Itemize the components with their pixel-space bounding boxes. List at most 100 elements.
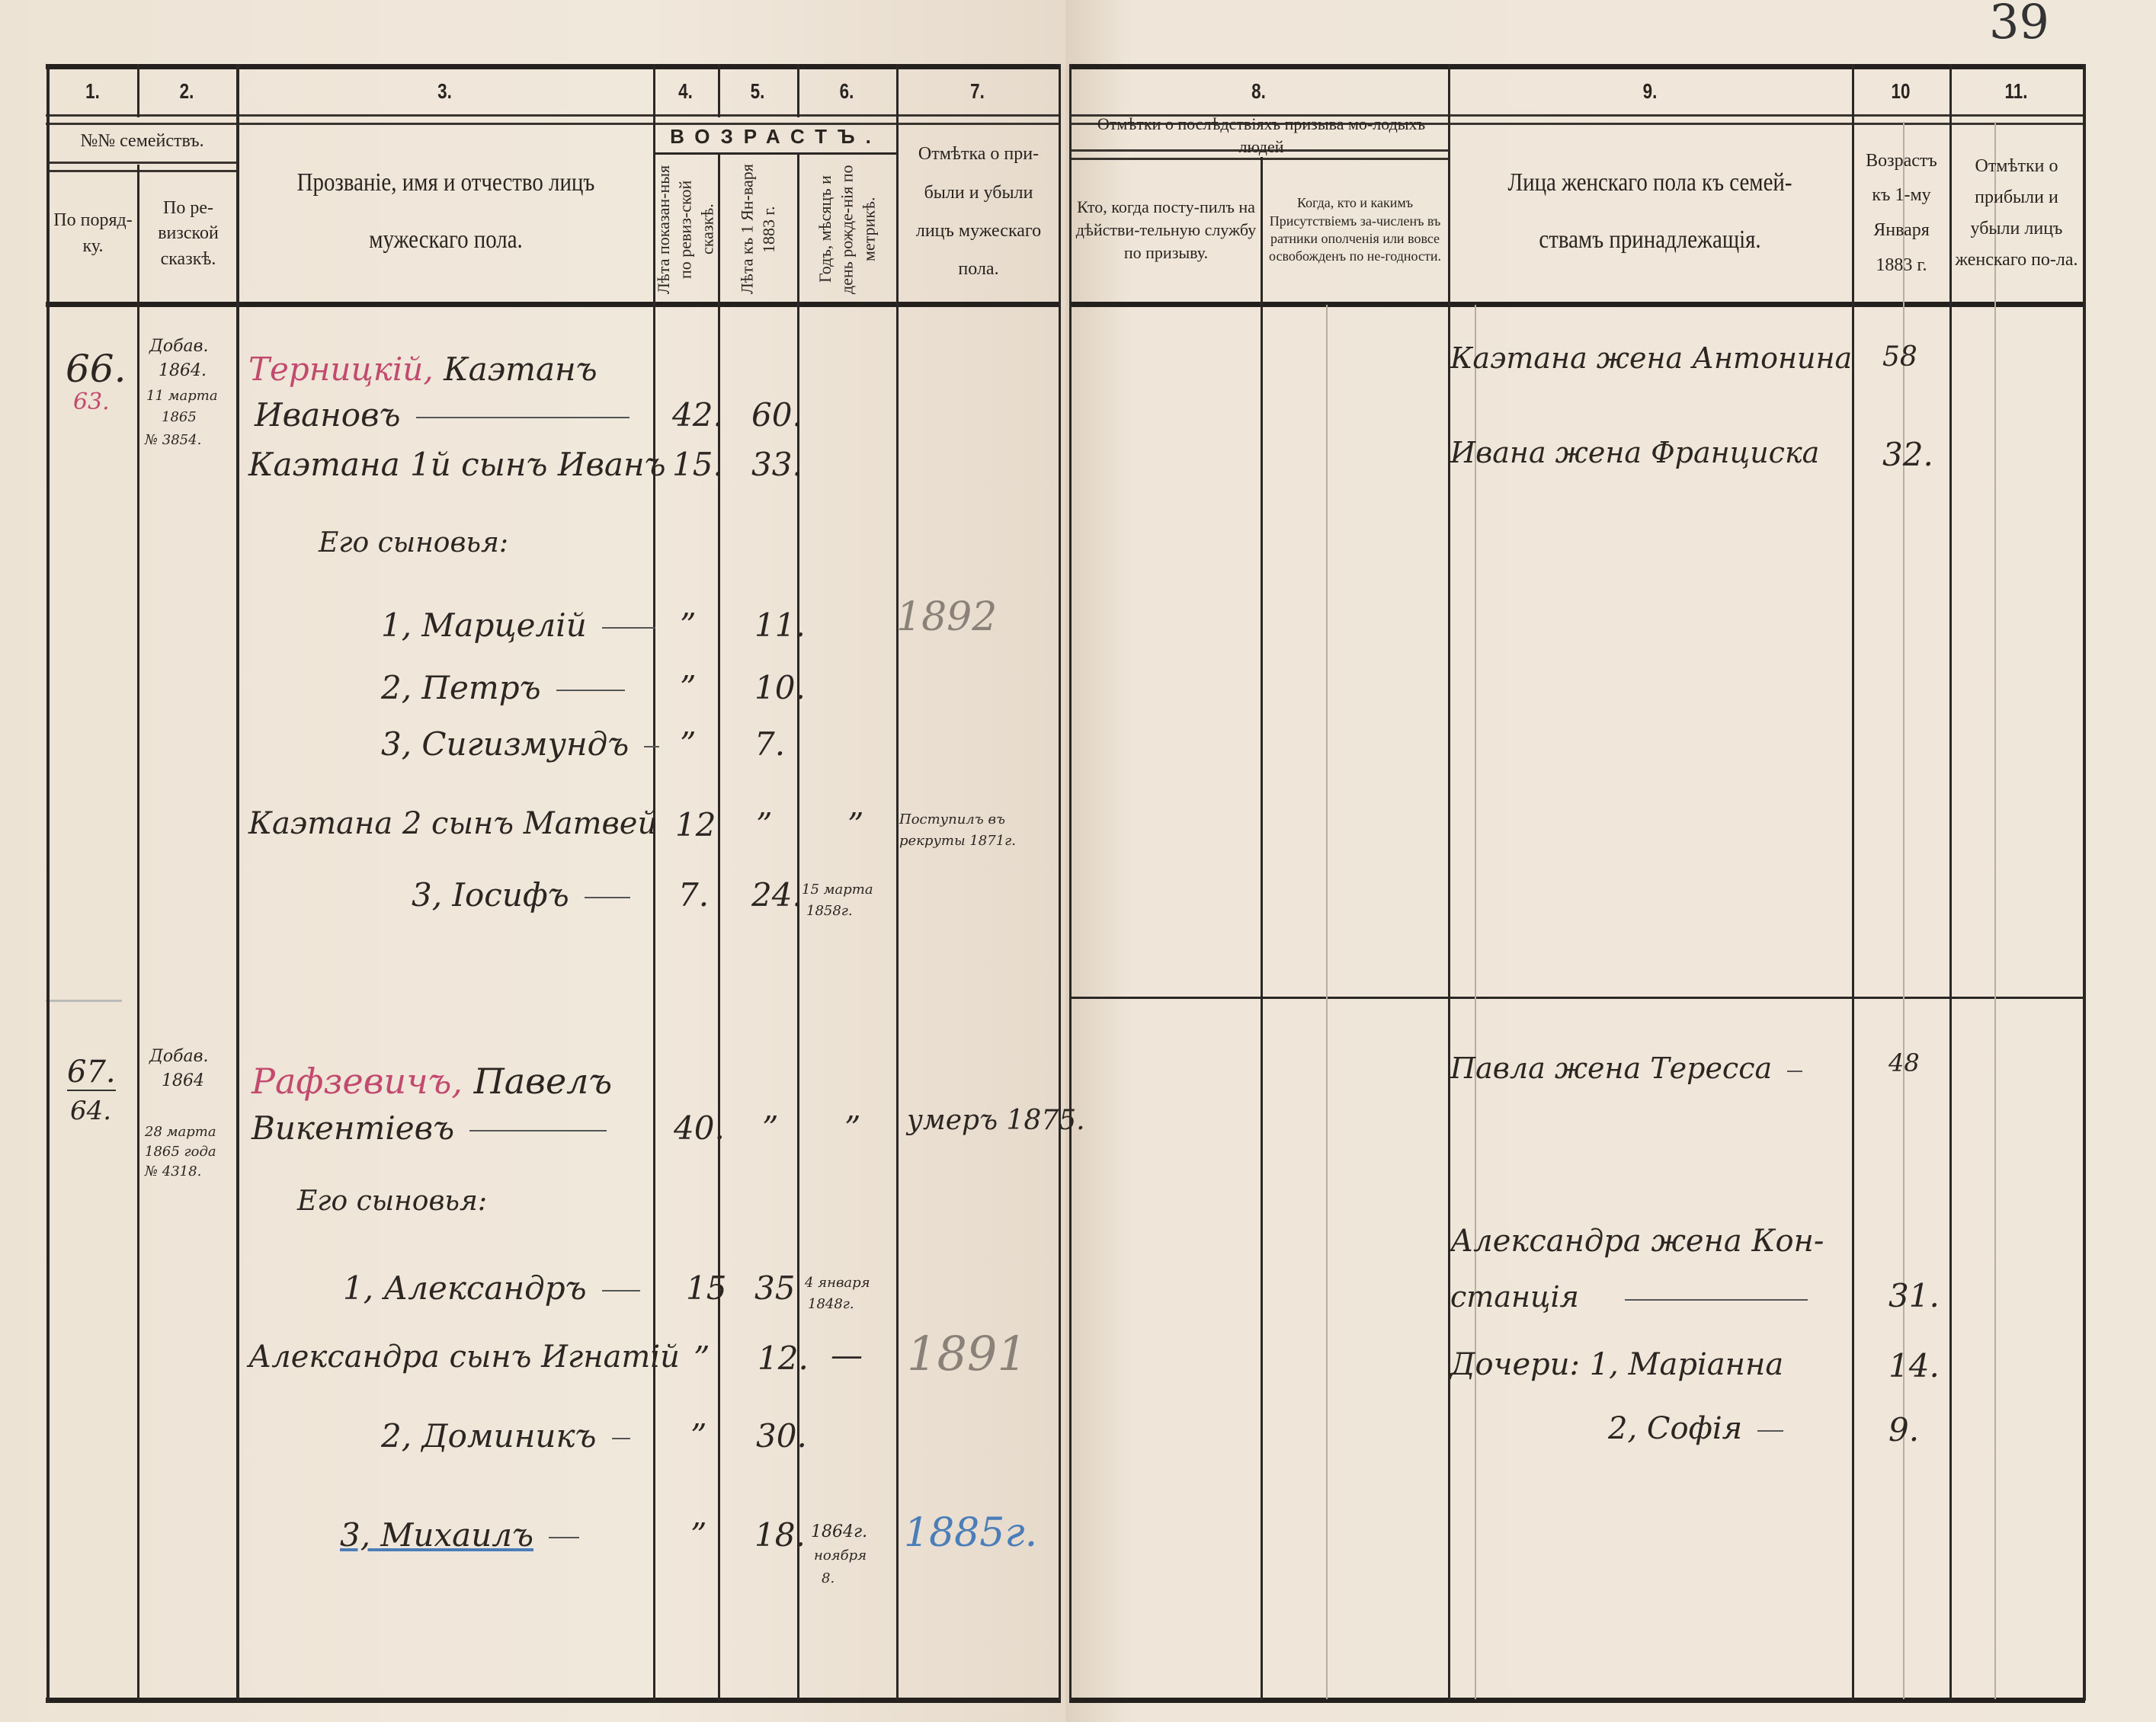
col-number-2: 2. — [179, 79, 194, 104]
age-revision: 42. — [672, 396, 723, 434]
column-line — [1852, 64, 1854, 1701]
header-bottom-rule — [1069, 302, 2085, 307]
bottom-rule — [1069, 1698, 2085, 1703]
name: Павла жена Тересса — [1450, 1051, 1773, 1085]
dash — [469, 1130, 607, 1131]
revision-note-line: 1864 — [162, 1071, 204, 1090]
faint-line — [1994, 122, 1996, 1699]
column-line — [1448, 64, 1450, 1701]
col-number-9: 9. — [1642, 79, 1658, 104]
male-entry: 3, Михаилъ — [340, 1516, 579, 1554]
female-age: 9. — [1889, 1411, 1920, 1448]
female-age: 48 — [1889, 1048, 1920, 1077]
left-page — [0, 0, 1065, 1722]
age-revision: 7. — [678, 876, 710, 914]
family-divider — [46, 1000, 122, 1002]
age-1883: 12. — [758, 1340, 809, 1377]
birth-date-line: 1864г. — [811, 1522, 868, 1541]
column-line — [1949, 64, 1952, 1701]
revision-note-line: № 3854. — [145, 432, 202, 448]
female-entry: 2, Софія — [1608, 1411, 1784, 1446]
male-entry: Каэтана 2 сынъ Матвей — [248, 806, 658, 841]
male-entry: Ивановъ — [255, 396, 630, 434]
col6-header: Годъ, мѣсяцъ и день рожде-нія по метрикѣ… — [815, 165, 879, 294]
age-revision: ” — [680, 607, 697, 644]
age-revision: 40. — [674, 1109, 725, 1147]
age-revision: 15 — [686, 1269, 727, 1307]
name: 2, Петръ — [381, 669, 541, 706]
families-group-rule — [48, 162, 236, 172]
faint-line — [1326, 305, 1328, 1699]
column-line — [236, 64, 239, 1701]
dash — [1624, 1298, 1808, 1301]
dash — [601, 627, 655, 629]
faint-line — [1903, 122, 1905, 1699]
col-number-10: 10 — [1891, 79, 1911, 104]
column-line — [2083, 64, 2086, 1701]
dash — [1787, 1070, 1803, 1072]
col11-header: Отмѣтки о прибыли и убыли лицъ женскаго … — [1955, 156, 2078, 270]
female-age: 14. — [1889, 1347, 1940, 1384]
given-name: Павелъ — [473, 1061, 613, 1102]
dash — [1757, 1430, 1784, 1432]
name: станція — [1450, 1280, 1579, 1314]
age-1883: ” — [756, 806, 773, 843]
male-entry: 2, Петръ — [381, 669, 625, 706]
birth-date: ” — [844, 1109, 861, 1147]
male-entry: Каэтана 1й сынъ Иванъ — [248, 446, 666, 483]
male-entry: Викентіевъ — [251, 1109, 607, 1147]
col7-header: Отмѣтка о при-были и убыли лицъ мужескаг… — [915, 144, 1042, 280]
col8-group-rule — [1069, 149, 1448, 160]
name: 3, Іосифъ — [412, 876, 569, 914]
revision-note-line: Добав. — [149, 337, 209, 356]
dash — [584, 897, 630, 898]
dash — [556, 690, 625, 691]
col-number-4: 4. — [678, 79, 693, 104]
female-entry: Дочери: 1, Маріанна — [1450, 1347, 1784, 1382]
name: 3, Михаилъ — [340, 1516, 533, 1554]
col-number-5: 5. — [750, 79, 765, 104]
age-group-label: ВОЗРАСТЪ. — [670, 124, 882, 148]
col5-header: Лѣта къ 1 Ян-варя 1883 г. — [737, 164, 778, 295]
male-entry: 1, Марцелій — [381, 607, 655, 644]
col9-header: Лица женскаго пола къ семей-ствамъ прина… — [1507, 168, 1792, 254]
name: 1, Марцелій — [381, 607, 587, 644]
age-1883: 60. — [751, 396, 802, 434]
faint-line — [1475, 305, 1476, 1699]
families-group-label: №№ семействъ. — [80, 131, 204, 152]
header-bottom-rule — [46, 302, 1061, 307]
column-line — [1069, 64, 1072, 1701]
column-line — [797, 64, 799, 117]
top-rule — [1069, 64, 2085, 69]
number-row-rule — [1069, 114, 2085, 125]
dash — [611, 1438, 630, 1439]
male-entry: 3, Сигизмундъ — [381, 725, 660, 763]
revision-note-line: 1865 — [162, 409, 197, 425]
family-number-alt: 63. — [73, 389, 110, 415]
age-1883: 10. — [754, 669, 806, 706]
family-number: 66. — [66, 347, 127, 391]
revision-note-line: 1865 года — [145, 1144, 216, 1160]
male-entry: 2, Доминикъ — [381, 1417, 630, 1455]
age-1883: 35 — [754, 1269, 796, 1307]
birth-date-line: ноября — [814, 1548, 867, 1564]
col-number-3: 3. — [437, 79, 452, 104]
male-entry: 3, Іосифъ — [412, 876, 630, 914]
birth-date-line: 4 января — [805, 1275, 870, 1291]
revision-note-line: Добав. — [149, 1047, 209, 1066]
birth-date-line: 1858г. — [806, 903, 853, 919]
column-line — [1059, 64, 1061, 1701]
column-line — [653, 64, 655, 1701]
column-line — [718, 154, 720, 1701]
column-line — [137, 165, 139, 1701]
birth-date-line: 1848г. — [808, 1296, 854, 1312]
family-number: 67. — [67, 1055, 116, 1091]
age-revision: ” — [690, 1516, 707, 1554]
male-entry: Терницкій, Каэтанъ — [248, 350, 597, 388]
col-number-8: 8. — [1251, 79, 1266, 104]
col-number-6: 6. — [839, 79, 854, 104]
female-entry: Александра жена Кон- — [1450, 1224, 1824, 1259]
column-line — [896, 64, 899, 1701]
female-age: 31. — [1889, 1277, 1940, 1314]
pencil-note: 1891 — [907, 1326, 1027, 1381]
